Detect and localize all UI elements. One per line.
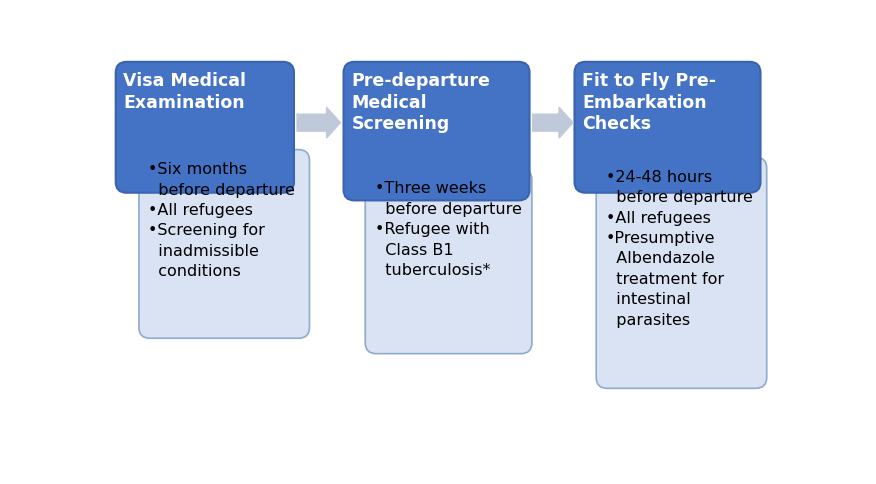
FancyBboxPatch shape [597, 158, 766, 389]
FancyBboxPatch shape [343, 63, 530, 201]
FancyBboxPatch shape [116, 63, 294, 193]
Text: Pre-departure
Medical
Screening: Pre-departure Medical Screening [351, 72, 491, 133]
FancyBboxPatch shape [575, 63, 760, 193]
FancyBboxPatch shape [365, 169, 532, 354]
Polygon shape [297, 108, 341, 139]
FancyBboxPatch shape [139, 151, 309, 338]
Text: •Six months
  before departure
•All refugees
•Screening for
  inadmissible
  con: •Six months before departure •All refuge… [148, 162, 295, 279]
Text: •Three weeks
  before departure
•Refugee with
  Class B1
  tuberculosis*: •Three weeks before departure •Refugee w… [375, 181, 521, 277]
Polygon shape [533, 108, 573, 139]
Text: Fit to Fly Pre-
Embarkation
Checks: Fit to Fly Pre- Embarkation Checks [583, 72, 717, 133]
Text: Visa Medical
Examination: Visa Medical Examination [124, 72, 246, 111]
Text: •24-48 hours
  before departure
•All refugees
•Presumptive
  Albendazole
  treat: •24-48 hours before departure •All refug… [605, 169, 752, 327]
